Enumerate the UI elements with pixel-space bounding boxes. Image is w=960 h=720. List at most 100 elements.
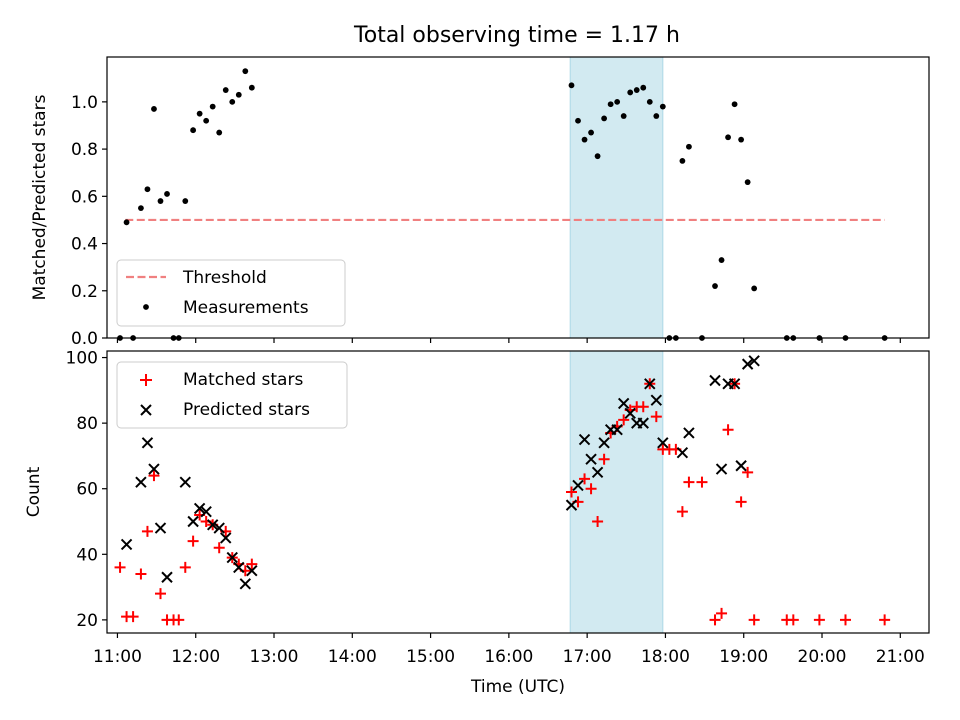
- x-tick-label: 17:00: [563, 647, 612, 667]
- predicted-star-point: [220, 532, 232, 544]
- matched-star-point: [246, 558, 258, 570]
- x-tick-label: 19:00: [719, 647, 768, 667]
- measurement-point: [679, 157, 686, 164]
- measurement-point: [718, 257, 725, 263]
- matched-star-point: [592, 516, 604, 528]
- measurement-point: [620, 113, 627, 119]
- matched-star-point: [141, 525, 153, 537]
- predicted-star-point: [657, 437, 669, 449]
- predicted-star-point: [578, 433, 591, 446]
- measurement-point: [123, 219, 130, 226]
- measurement-point: [646, 98, 653, 105]
- measurement-point: [686, 143, 692, 150]
- predicted-star-point: [148, 463, 160, 475]
- matched-star-point: [650, 411, 662, 423]
- y-tick-label: 100: [66, 349, 98, 369]
- y-tick-label: 0.6: [71, 187, 98, 207]
- predicted-star-point: [676, 446, 689, 459]
- measurement-point: [581, 136, 588, 143]
- measurement-point: [607, 101, 614, 108]
- x-tick-label: 12:00: [171, 647, 220, 667]
- y-axis-label: Matched/Predicted stars: [30, 94, 50, 300]
- predicted-star-point: [715, 463, 728, 475]
- legend-box: [116, 259, 346, 327]
- measurement-point: [568, 82, 575, 89]
- matched-star-point: [618, 414, 630, 426]
- y-tick-label: 0.8: [71, 140, 98, 160]
- bottom-panel: 20 40 60 80 100 11:00 12:00 13:00 14:00 15:00 16:0…: [24, 349, 930, 697]
- predicted-star-point: [644, 378, 656, 390]
- measurement-point: [182, 198, 189, 204]
- legend-predicted-label: Predicted stars: [183, 400, 310, 420]
- measurement-point: [588, 129, 594, 136]
- y-tick-label: 0.2: [71, 282, 98, 302]
- matched-star-point: [676, 506, 688, 518]
- predicted-star-point: [585, 453, 597, 465]
- predicted-star-point: [611, 423, 623, 436]
- chart-title: Total observing time = 1.17 h: [353, 23, 680, 48]
- measurement-point: [751, 285, 758, 292]
- predicted-star-point: [239, 578, 252, 590]
- predicted-star-point: [572, 479, 584, 492]
- matched-star-point: [748, 614, 760, 626]
- predicted-star-point: [735, 460, 747, 472]
- legend-matched-label: Matched stars: [183, 370, 303, 390]
- matched-star-point: [787, 614, 799, 626]
- legend-box: [116, 361, 348, 429]
- predicted-star-point: [206, 519, 219, 531]
- measurement-point: [157, 198, 164, 204]
- predicted-star-point: [187, 515, 199, 528]
- matched-star-point: [213, 542, 225, 554]
- predicted-star-point: [748, 355, 760, 367]
- matched-star-point: [813, 614, 825, 626]
- top-panel: 0.0 0.2 0.4 0.6 0.8 1.0 Matched/Predicted star…: [30, 56, 930, 349]
- matched-star-point: [173, 614, 185, 626]
- predicted-star-point: [683, 427, 695, 439]
- matched-star-point: [148, 470, 160, 482]
- measurement-point: [190, 127, 197, 134]
- legend-threshold-label: Threshold: [182, 268, 267, 288]
- measurement-point: [151, 106, 157, 112]
- measurement-point: [659, 103, 666, 110]
- predicted-star-point: [617, 397, 630, 410]
- predicted-star-point: [179, 476, 191, 488]
- measurement-point: [242, 68, 249, 75]
- matched-star-point: [709, 614, 721, 626]
- measurement-point: [653, 113, 660, 119]
- predicted-star-point: [120, 538, 133, 551]
- x-tick-label: 15:00: [406, 647, 455, 667]
- matched-star-point: [696, 476, 708, 488]
- legend-measurements-label: Measurements: [183, 298, 309, 318]
- legend-measurements-swatch: [143, 304, 149, 310]
- predicted-star-point: [233, 561, 245, 574]
- predicted-star-point: [200, 505, 212, 518]
- measurement-point: [144, 186, 151, 193]
- measurement-point: [222, 87, 229, 93]
- predicted-star-point: [246, 564, 258, 577]
- predicted-star-point: [565, 499, 578, 511]
- x-tick-label: 11:00: [93, 647, 142, 667]
- measurement-point: [633, 87, 640, 93]
- matched-star-point: [585, 483, 597, 495]
- predicted-star-point: [213, 522, 225, 534]
- predicted-star-point: [637, 417, 649, 429]
- y-tick-label: 0.4: [71, 235, 98, 255]
- matched-star-point: [127, 611, 139, 623]
- legend-matched-swatch: [140, 374, 152, 386]
- y-tick-label: 0.0: [71, 329, 98, 349]
- matched-star-point: [735, 496, 747, 508]
- measurement-point: [738, 136, 745, 143]
- measurement-point: [248, 84, 255, 91]
- predicted-star-point: [598, 437, 610, 449]
- measurement-point: [725, 134, 731, 141]
- x-tick-label: 21:00: [876, 647, 925, 667]
- predicted-star-point: [728, 378, 741, 390]
- matched-star-point: [154, 588, 166, 600]
- matched-star-point: [565, 486, 577, 498]
- measurement-point: [229, 98, 236, 105]
- measurement-point: [640, 84, 647, 91]
- x-tick-label: 16:00: [484, 647, 533, 667]
- measurement-point: [209, 103, 216, 110]
